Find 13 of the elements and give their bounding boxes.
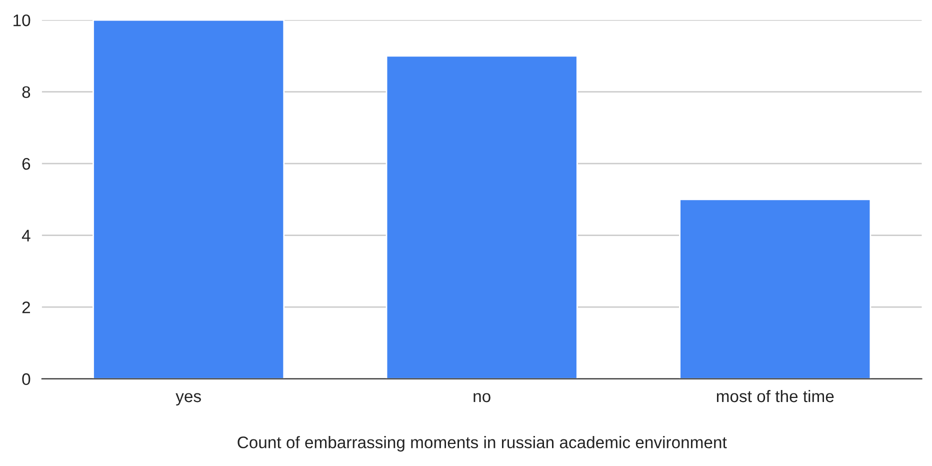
y-tick-label: 2 [22,301,30,314]
bar [679,198,872,379]
x-tick-label: no [474,393,490,402]
y-tick-label: 0 [22,373,30,386]
y-tick-label: 6 [22,158,30,170]
x-axis-title: Count of embarrassing moments in russian academic environment [238,436,727,452]
y-tick-label: 4 [22,230,30,242]
y-tick-label: 8 [22,86,30,98]
x-tick-label: yes [176,393,201,406]
bar [386,55,578,379]
y-tick-label: 10 [14,14,30,26]
x-tick-label: most of the time [716,390,834,402]
bar [92,20,285,379]
